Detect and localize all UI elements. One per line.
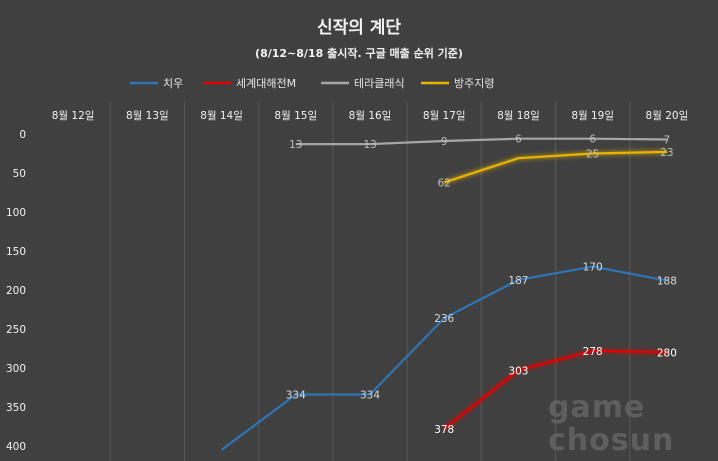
- x-tick-label: 8월 19일: [571, 109, 614, 122]
- data-label: 188: [657, 276, 677, 288]
- y-tick-label: 0: [19, 129, 26, 141]
- y-tick-label: 350: [6, 402, 26, 414]
- x-tick-label: 8월 15일: [274, 109, 317, 122]
- legend-entry: 테라클래식: [354, 77, 405, 90]
- data-label: 13: [289, 139, 302, 151]
- x-tick-label: 8월 12일: [52, 109, 95, 122]
- data-label: 280: [657, 347, 677, 359]
- data-label: 187: [508, 275, 528, 287]
- series-lines: [220, 137, 668, 451]
- data-label: 334: [286, 390, 306, 402]
- y-tick-label: 100: [6, 207, 26, 219]
- x-tick-label: 8월 14일: [200, 109, 243, 122]
- y-axis: 0 50 100 150 200 250 300 350 400: [6, 129, 26, 453]
- x-tick-label: 8월 13일: [126, 109, 169, 122]
- watermark-logo: game chosun: [548, 390, 674, 458]
- data-label: 23: [660, 147, 673, 159]
- data-label: 13: [363, 139, 376, 151]
- x-tick-label: 8월 20일: [646, 109, 689, 122]
- y-tick-label: 200: [6, 285, 26, 297]
- grid: [109, 102, 631, 461]
- data-label: 25: [586, 149, 599, 161]
- legend-entry: 치우: [163, 77, 183, 90]
- series-line: [295, 137, 667, 146]
- legend-entry: 방주지령: [454, 77, 494, 90]
- legend-entry: 세계대해전M: [236, 76, 296, 90]
- x-axis: 8월 12일 8월 13일 8월 14일 8월 15일 8월 16일 8월 17일 8월 1…: [52, 109, 688, 122]
- data-labels: 334 334 236 187 170 188 378 303 278 280 13 13 9 6 6 7 62…: [286, 134, 677, 436]
- x-tick-label: 8월 18일: [497, 109, 540, 122]
- data-label: 278: [583, 346, 603, 358]
- y-tick-label: 50: [13, 168, 26, 180]
- data-label: 7: [664, 134, 671, 146]
- y-tick-label: 400: [6, 441, 26, 453]
- data-label: 62: [438, 177, 451, 189]
- chart-title: 신작의 계단: [317, 18, 401, 38]
- svg-text:game: game: [548, 390, 645, 425]
- data-label: 9: [441, 136, 448, 148]
- series-line: [220, 265, 668, 451]
- x-tick-label: 8월 16일: [349, 109, 392, 122]
- data-label: 170: [583, 262, 603, 274]
- data-label: 236: [434, 313, 454, 325]
- data-label: 303: [508, 365, 528, 377]
- chart-subtitle: (8/12~8/18 출시작. 구글 매출 순위 기준): [255, 46, 463, 60]
- y-tick-label: 250: [6, 324, 26, 336]
- data-label: 6: [589, 134, 596, 146]
- x-tick-label: 8월 17일: [423, 109, 466, 122]
- svg-text:chosun: chosun: [548, 423, 674, 458]
- series-line: [443, 349, 667, 430]
- legend: 치우 세계대해전M 테라클래식 방주지령: [130, 76, 494, 90]
- y-tick-label: 300: [6, 363, 26, 375]
- data-label: 334: [360, 390, 380, 402]
- y-tick-label: 150: [6, 246, 26, 258]
- series-line: [443, 150, 667, 184]
- data-label: 378: [434, 424, 454, 436]
- data-label: 6: [515, 134, 522, 146]
